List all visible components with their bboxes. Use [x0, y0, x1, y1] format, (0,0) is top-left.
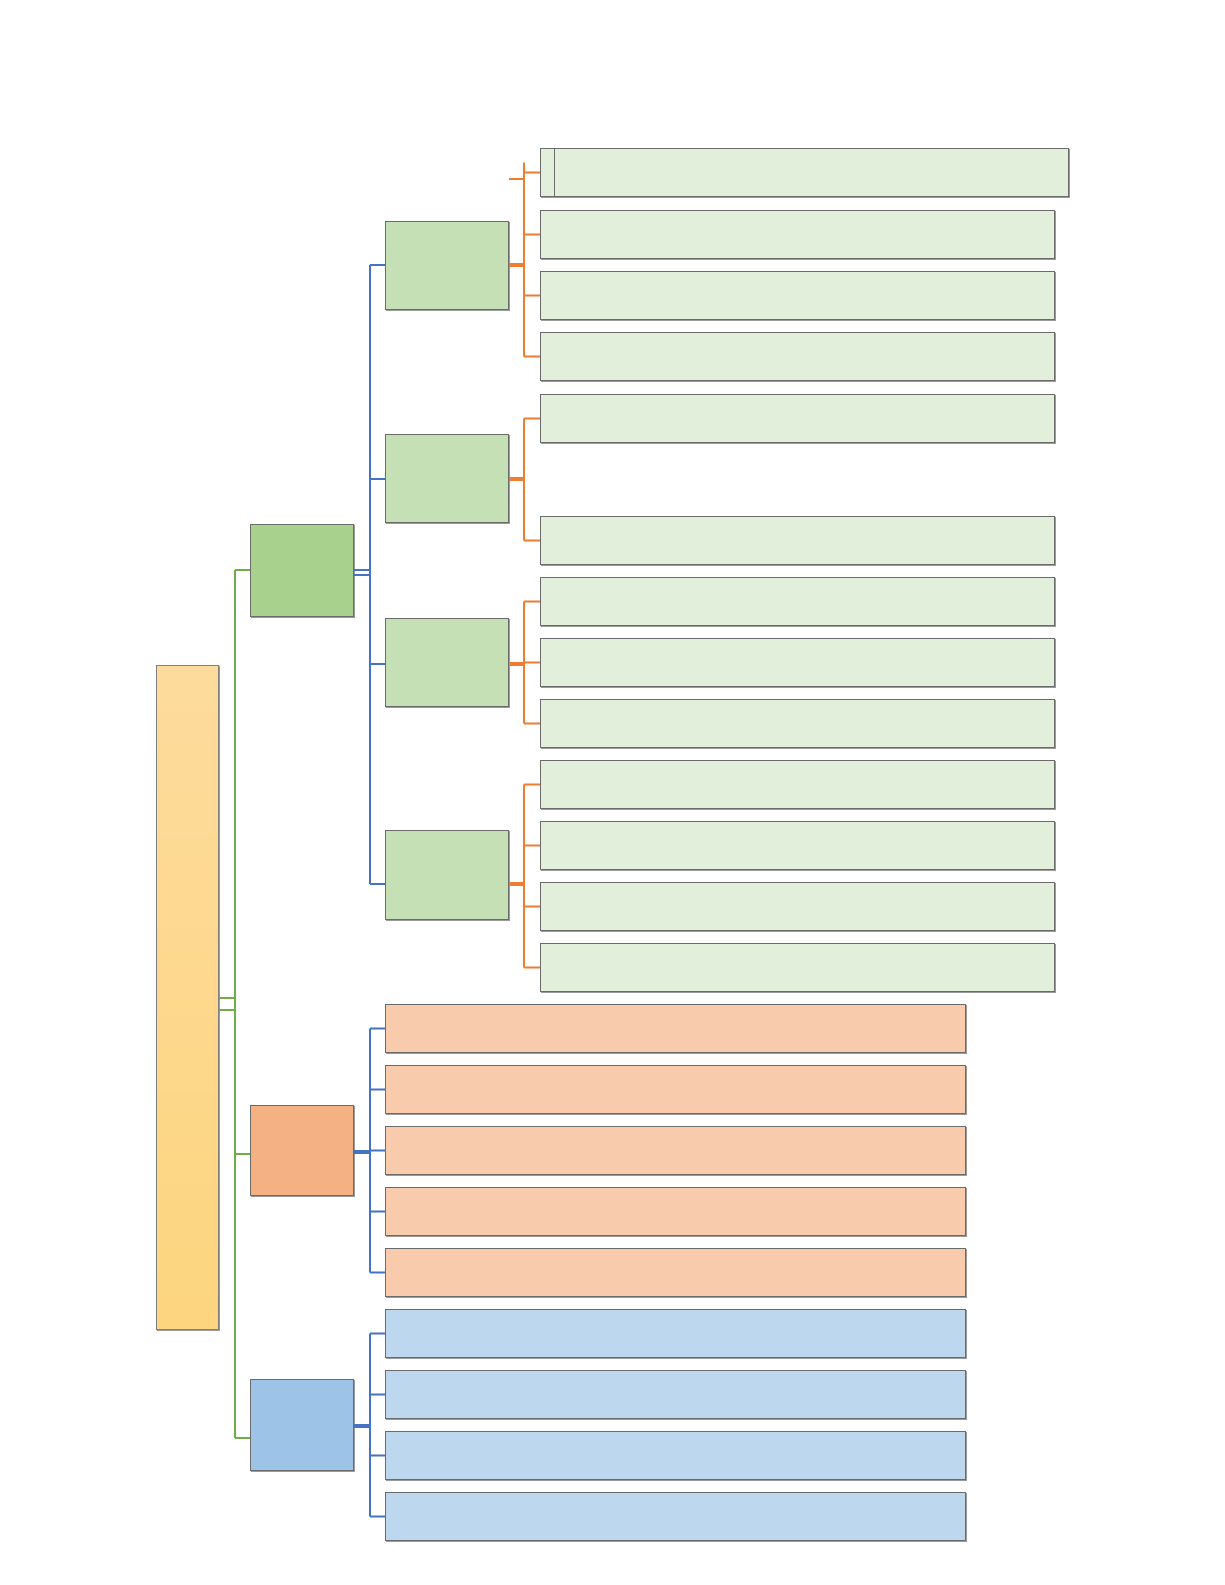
orange-leaf-node [385, 1248, 966, 1297]
root-node [156, 665, 219, 1330]
blue-leaf-node [385, 1431, 966, 1480]
subgroup-node-2 [385, 434, 509, 523]
leaf-node [540, 394, 1055, 443]
orange-leaf-node [385, 1126, 966, 1175]
leaf-node [540, 332, 1055, 381]
leaf-node [540, 943, 1055, 992]
leaf-node [540, 699, 1055, 748]
blue-leaf-node [385, 1370, 966, 1419]
leaf-node [540, 760, 1055, 809]
leaf-node [540, 271, 1055, 320]
orange-leaf-node [385, 1187, 966, 1236]
leaf-node [554, 148, 1069, 197]
orange-leaf-node [385, 1004, 966, 1053]
leaf-node [540, 577, 1055, 626]
blue-leaf-node [385, 1492, 966, 1541]
branch-node-2 [250, 1105, 354, 1196]
orange-leaf-node [385, 1065, 966, 1114]
leaf-node [540, 882, 1055, 931]
leaf-node [540, 210, 1055, 259]
leaf-node [540, 516, 1055, 565]
blue-leaf-node [385, 1309, 966, 1358]
branch-node-1 [250, 524, 354, 617]
subgroup-node-3 [385, 618, 509, 707]
leaf-node [540, 821, 1055, 870]
subgroup-node-1 [385, 221, 509, 310]
leaf-node [540, 638, 1055, 687]
subgroup-node-4 [385, 830, 509, 920]
branch-node-3 [250, 1379, 354, 1471]
